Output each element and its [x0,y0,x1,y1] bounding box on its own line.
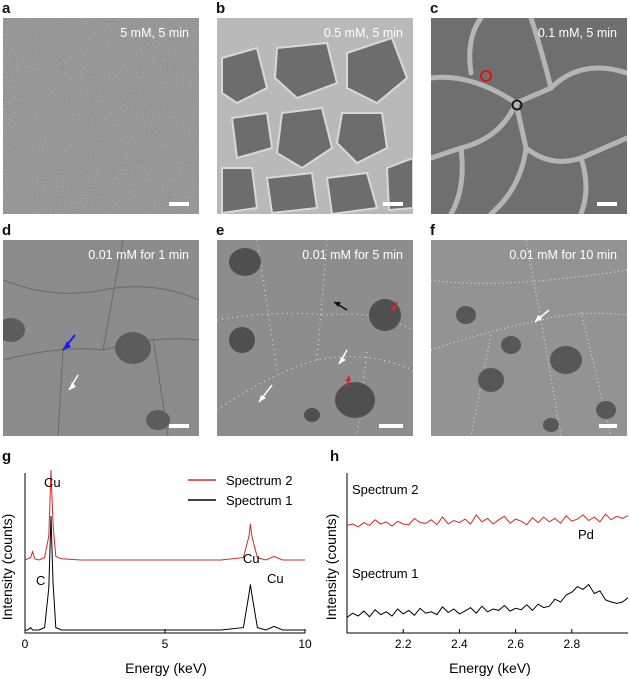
sem-panel-a: 5 mM, 5 min [3,18,199,214]
sem-image-d [3,240,199,436]
legend-label-spectrum-2: Spectrum 2 [226,473,292,488]
x-axis-label: Energy (keV) [449,660,531,676]
peak-label-cu: Cu [243,551,260,566]
y-axis-label: Intensity (counts) [323,514,339,621]
white-arrow [535,315,542,322]
scale-bar [169,202,189,206]
panel-label-d: d [2,222,12,239]
x-tick-label: 2.8 [563,637,580,651]
x-tick-label: 10 [298,637,312,651]
legend: Spectrum 2 Spectrum 1 [188,473,292,508]
panel-label-b: b [216,0,226,17]
sem-caption-a: 5 mM, 5 min [120,26,189,40]
panel-label-e: e [216,222,225,239]
series-line-spectrum-1 [25,515,305,631]
peak-label-cu: Cu [267,571,284,586]
black-arrow [334,302,341,307]
black-circle-marker [511,99,523,111]
x-axis-label: Energy (keV) [125,660,207,676]
white-arrow-head [69,382,76,390]
series-label-spectrum-1: Spectrum 1 [352,566,418,581]
sem-image-f [431,240,627,436]
scale-bar [597,202,617,206]
scale-bar [379,424,403,428]
panel-label-f: f [430,222,435,239]
eds-spectrum-chart-h: 2.2 2.4 2.6 2.8 Energy (keV) Intensity (cou… [323,473,629,676]
white-arrow [259,395,266,402]
series-line-spectrum-1 [346,583,629,618]
sem-panel-e: 0.01 mM for 5 min [217,240,413,436]
sem-panel-b: 0.5 mM, 5 min [217,18,413,214]
sem-caption-f: 0.01 mM for 10 min [509,248,617,262]
eds-spectrum-chart-g: 0 5 10 Energy (keV) Intensity (counts) Spe… [0,469,312,676]
scale-bar [169,424,189,428]
x-tick-label: 2.4 [451,637,468,651]
axes [346,473,628,634]
sem-panel-f: 0.01 mM for 10 min [431,240,627,436]
x-tick-label: 0 [22,637,29,651]
sem-caption-d: 0.01 mM for 1 min [88,248,189,262]
sem-panel-c: 0.1 mM, 5 min [431,18,627,214]
sem-image-b [217,18,413,214]
x-tick-label: 5 [162,637,169,651]
peak-label-c: C [36,573,45,588]
panel-label-a: a [2,0,11,17]
x-tick-label: 2.2 [395,637,412,651]
blue-arrow-head [63,341,71,350]
series-line-spectrum-2 [24,469,305,561]
red-arrow [391,306,397,312]
panel-label-h: h [330,448,340,465]
scale-bar [383,202,403,206]
sem-image-c [431,18,627,214]
sem-image-a [3,18,199,214]
sem-caption-b: 0.5 mM, 5 min [323,26,403,40]
white-arrow [339,357,346,364]
x-tick-label: 2.6 [507,637,524,651]
red-circle-marker [480,70,492,82]
series-label-spectrum-2: Spectrum 2 [352,482,418,497]
peak-label-cu: Cu [44,475,61,490]
sem-panel-d: 0.01 mM for 1 min [3,240,199,436]
legend-label-spectrum-1: Spectrum 1 [226,493,292,508]
scale-bar [599,424,617,428]
panel-label-c: c [430,0,439,17]
y-axis-label: Intensity (counts) [0,514,15,621]
sem-caption-c: 0.1 mM, 5 min [537,26,617,40]
sem-image-e [217,240,413,436]
panel-label-g: g [2,448,12,465]
red-arrow [345,376,351,381]
peak-label-pd: Pd [578,527,594,542]
sem-caption-e: 0.01 mM for 5 min [302,248,403,262]
series-line-spectrum-2 [346,513,629,528]
